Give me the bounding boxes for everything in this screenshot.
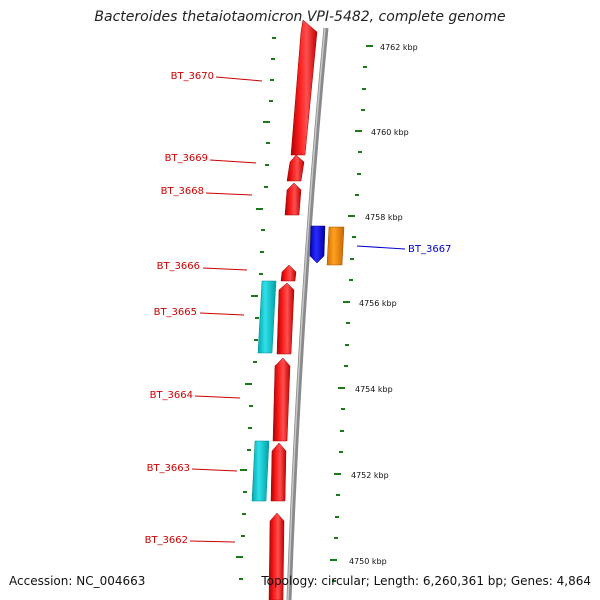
- inner-ticks: [236, 37, 276, 580]
- gene-bt3667-blue[interactable]: [309, 225, 326, 264]
- gene-label-bt3667[interactable]: BT_3667: [408, 244, 451, 255]
- gene-bt3663-red[interactable]: [270, 442, 287, 502]
- kbp-label-4752: 4752 kbp: [351, 471, 389, 480]
- gene-label-bt3665[interactable]: BT_3665: [154, 307, 197, 318]
- gene-label-bt3664[interactable]: BT_3664: [150, 390, 193, 401]
- gene-bt3669[interactable]: [286, 154, 305, 182]
- kbp-label-4750: 4750 kbp: [349, 557, 387, 566]
- outer-ticks: [330, 45, 373, 582]
- topology-text: Topology: circular; Length: 6,260,361 bp…: [261, 574, 591, 588]
- gene-bt3670[interactable]: [290, 19, 318, 156]
- gene-bt3664[interactable]: [272, 357, 291, 442]
- gene-label-bt3663[interactable]: BT_3663: [147, 463, 190, 474]
- gene-label-bt3666[interactable]: BT_3666: [157, 261, 200, 272]
- genome-title: Bacteroides thetaiotaomicron VPI-5482, c…: [94, 9, 506, 25]
- genome-backbone: [286, 27, 329, 600]
- accession-text: Accession: NC_004663: [9, 574, 146, 588]
- gene-label-bt3668[interactable]: BT_3668: [161, 186, 204, 197]
- gene-bt3665-red[interactable]: [276, 282, 295, 355]
- gene-bt3663-cyan[interactable]: [251, 440, 270, 502]
- kbp-label-4754: 4754 kbp: [355, 385, 393, 394]
- label-leaders: [189, 76, 263, 543]
- gene-label-bt3669[interactable]: BT_3669: [165, 153, 208, 164]
- gene-label-bt3670[interactable]: BT_3670: [171, 71, 214, 82]
- kbp-label-4762: 4762 kbp: [380, 43, 418, 52]
- gene-bt3665-cyan[interactable]: [257, 280, 277, 354]
- kbp-label-4760: 4760 kbp: [371, 128, 409, 137]
- gene-bt3662[interactable]: [268, 512, 285, 600]
- label-leader-bt3667: [356, 245, 406, 250]
- gene-label-bt3662[interactable]: BT_3662: [145, 535, 188, 546]
- kbp-label-4758: 4758 kbp: [365, 213, 403, 222]
- gene-bt3667-orange[interactable]: [326, 226, 345, 266]
- gene-bt3668[interactable]: [284, 182, 302, 216]
- gene-bt3666[interactable]: [280, 264, 297, 282]
- kbp-label-4756: 4756 kbp: [359, 299, 397, 308]
